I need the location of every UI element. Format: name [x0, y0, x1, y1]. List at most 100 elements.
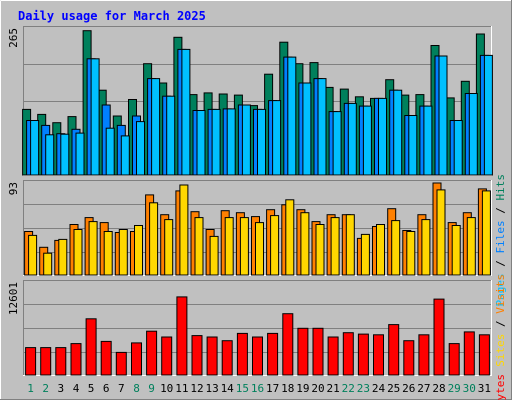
bar-pages-day-11: [181, 48, 191, 176]
x-tick-label-day-2: 2: [42, 382, 49, 395]
bar-kbytes-day-27: [418, 334, 430, 376]
bar-pages-day-23: [362, 105, 372, 176]
x-tick-label-day-30: 30: [463, 382, 476, 395]
panel-hits: 265 Pages / Files / Hits: [7, 26, 507, 307]
panel-kbytes: 12601 KBytes: [7, 280, 507, 400]
bar-sites-day-29: [451, 225, 461, 276]
x-tick-label-day-24: 24: [372, 382, 386, 395]
bar-sites-day-25: [391, 220, 401, 276]
bar-pages-day-12: [196, 110, 206, 176]
x-tick-label-day-5: 5: [88, 382, 95, 395]
bar-pages-day-24: [378, 97, 387, 176]
x-tick-label-day-7: 7: [118, 382, 125, 395]
bar-pages-day-29: [453, 120, 463, 176]
x-tick-label-day-9: 9: [148, 382, 155, 395]
bar-pages-day-4: [75, 132, 85, 176]
bar-kbytes-day-26: [403, 340, 415, 376]
bar-sites-day-21: [330, 217, 340, 276]
bar-kbytes-day-30: [463, 331, 475, 376]
x-tick-label-day-8: 8: [133, 382, 140, 395]
x-tick-label-day-11: 11: [175, 382, 188, 395]
bar-kbytes-day-17: [267, 332, 279, 376]
bar-sites-day-27: [421, 219, 431, 276]
bar-kbytes-day-28: [433, 298, 445, 376]
bar-sites-day-9: [149, 202, 159, 276]
bar-kbytes-day-5: [85, 318, 97, 376]
bar-sites-day-4: [73, 229, 83, 276]
bar-kbytes-day-18: [282, 313, 294, 376]
bar-pages-day-9: [151, 78, 161, 176]
bar-sites-day-30: [466, 217, 476, 276]
x-tick-label-day-19: 19: [296, 382, 309, 395]
x-tick-label-day-28: 28: [432, 382, 445, 395]
bar-kbytes-day-12: [191, 335, 203, 376]
bar-pages-day-30: [468, 93, 478, 176]
axis-series-label-kbytes: KBytes: [494, 374, 507, 400]
bar-pages-day-10: [166, 95, 176, 176]
bar-sites-day-3: [58, 238, 68, 276]
bar-pages-day-7: [120, 135, 130, 176]
axis-max-label-kbytes: 12601: [7, 282, 20, 315]
x-tick-label-day-21: 21: [326, 382, 339, 395]
bar-pages-day-27: [423, 105, 433, 176]
bar-sites-day-23: [360, 233, 370, 276]
bar-sites-day-15: [239, 217, 249, 276]
x-tick-label-day-29: 29: [448, 382, 461, 395]
bar-kbytes-day-9: [146, 330, 158, 376]
bar-pages-day-19: [302, 82, 312, 176]
axis-max-label-hits: 265: [7, 28, 20, 48]
bar-kbytes-day-1: [25, 347, 37, 376]
bar-pages-day-25: [393, 89, 403, 176]
bar-sites-day-7: [118, 229, 128, 276]
x-tick-label-day-18: 18: [281, 382, 294, 395]
x-tick-label-day-13: 13: [205, 382, 218, 395]
bar-kbytes-day-24: [373, 334, 384, 376]
bar-kbytes-day-21: [327, 336, 339, 376]
x-tick-label-day-14: 14: [221, 382, 235, 395]
bar-kbytes-day-2: [40, 347, 52, 376]
panel-visits: 93 Sites / Visits: [7, 180, 507, 367]
bar-kbytes-day-3: [55, 347, 67, 376]
bar-sites-day-26: [406, 231, 416, 276]
bar-kbytes-day-20: [312, 327, 324, 376]
bar-pages-day-1: [30, 120, 40, 176]
bar-sites-day-5: [88, 221, 98, 276]
bar-sites-day-31: [481, 190, 491, 276]
bar-pages-day-6: [105, 127, 115, 176]
bar-pages-day-26: [408, 115, 418, 176]
x-tick-label-day-10: 10: [160, 382, 173, 395]
bar-pages-day-14: [226, 108, 236, 176]
x-tick-label-day-6: 6: [103, 382, 110, 395]
bar-pages-day-15: [241, 104, 251, 176]
bar-kbytes-day-16: [252, 336, 263, 376]
bar-sites-day-16: [255, 222, 264, 276]
x-tick-label-day-25: 25: [387, 382, 400, 395]
bar-sites-day-12: [194, 217, 204, 276]
bar-pages-day-21: [332, 111, 342, 176]
x-tick-label-day-16: 16: [251, 382, 264, 395]
bar-sites-day-11: [179, 184, 189, 276]
bar-sites-day-2: [43, 252, 53, 276]
bar-sites-day-6: [103, 231, 113, 276]
bar-kbytes-day-4: [70, 343, 82, 376]
bar-sites-day-22: [345, 214, 355, 276]
bar-kbytes-day-13: [206, 336, 218, 376]
chart-title: Daily usage for March 2025: [18, 9, 206, 23]
bar-pages-day-22: [347, 102, 357, 176]
axis-series-label-hits: Pages / Files / Hits: [494, 174, 507, 307]
bar-pages-day-8: [136, 121, 145, 176]
bar-kbytes-day-25: [388, 324, 400, 376]
x-tick-label-day-27: 27: [417, 382, 430, 395]
bar-kbytes-day-14: [221, 340, 233, 376]
bar-kbytes-day-31: [478, 334, 490, 376]
bar-pages-day-28: [438, 55, 448, 176]
x-tick-label-day-17: 17: [266, 382, 279, 395]
x-tick-label-day-4: 4: [73, 382, 80, 395]
bar-kbytes-day-11: [176, 296, 188, 376]
bar-kbytes-day-23: [357, 333, 369, 376]
bar-sites-day-24: [376, 224, 385, 276]
bar-kbytes-day-19: [297, 327, 309, 376]
x-tick-label-day-15: 15: [236, 382, 249, 395]
x-tick-label-day-23: 23: [357, 382, 370, 395]
